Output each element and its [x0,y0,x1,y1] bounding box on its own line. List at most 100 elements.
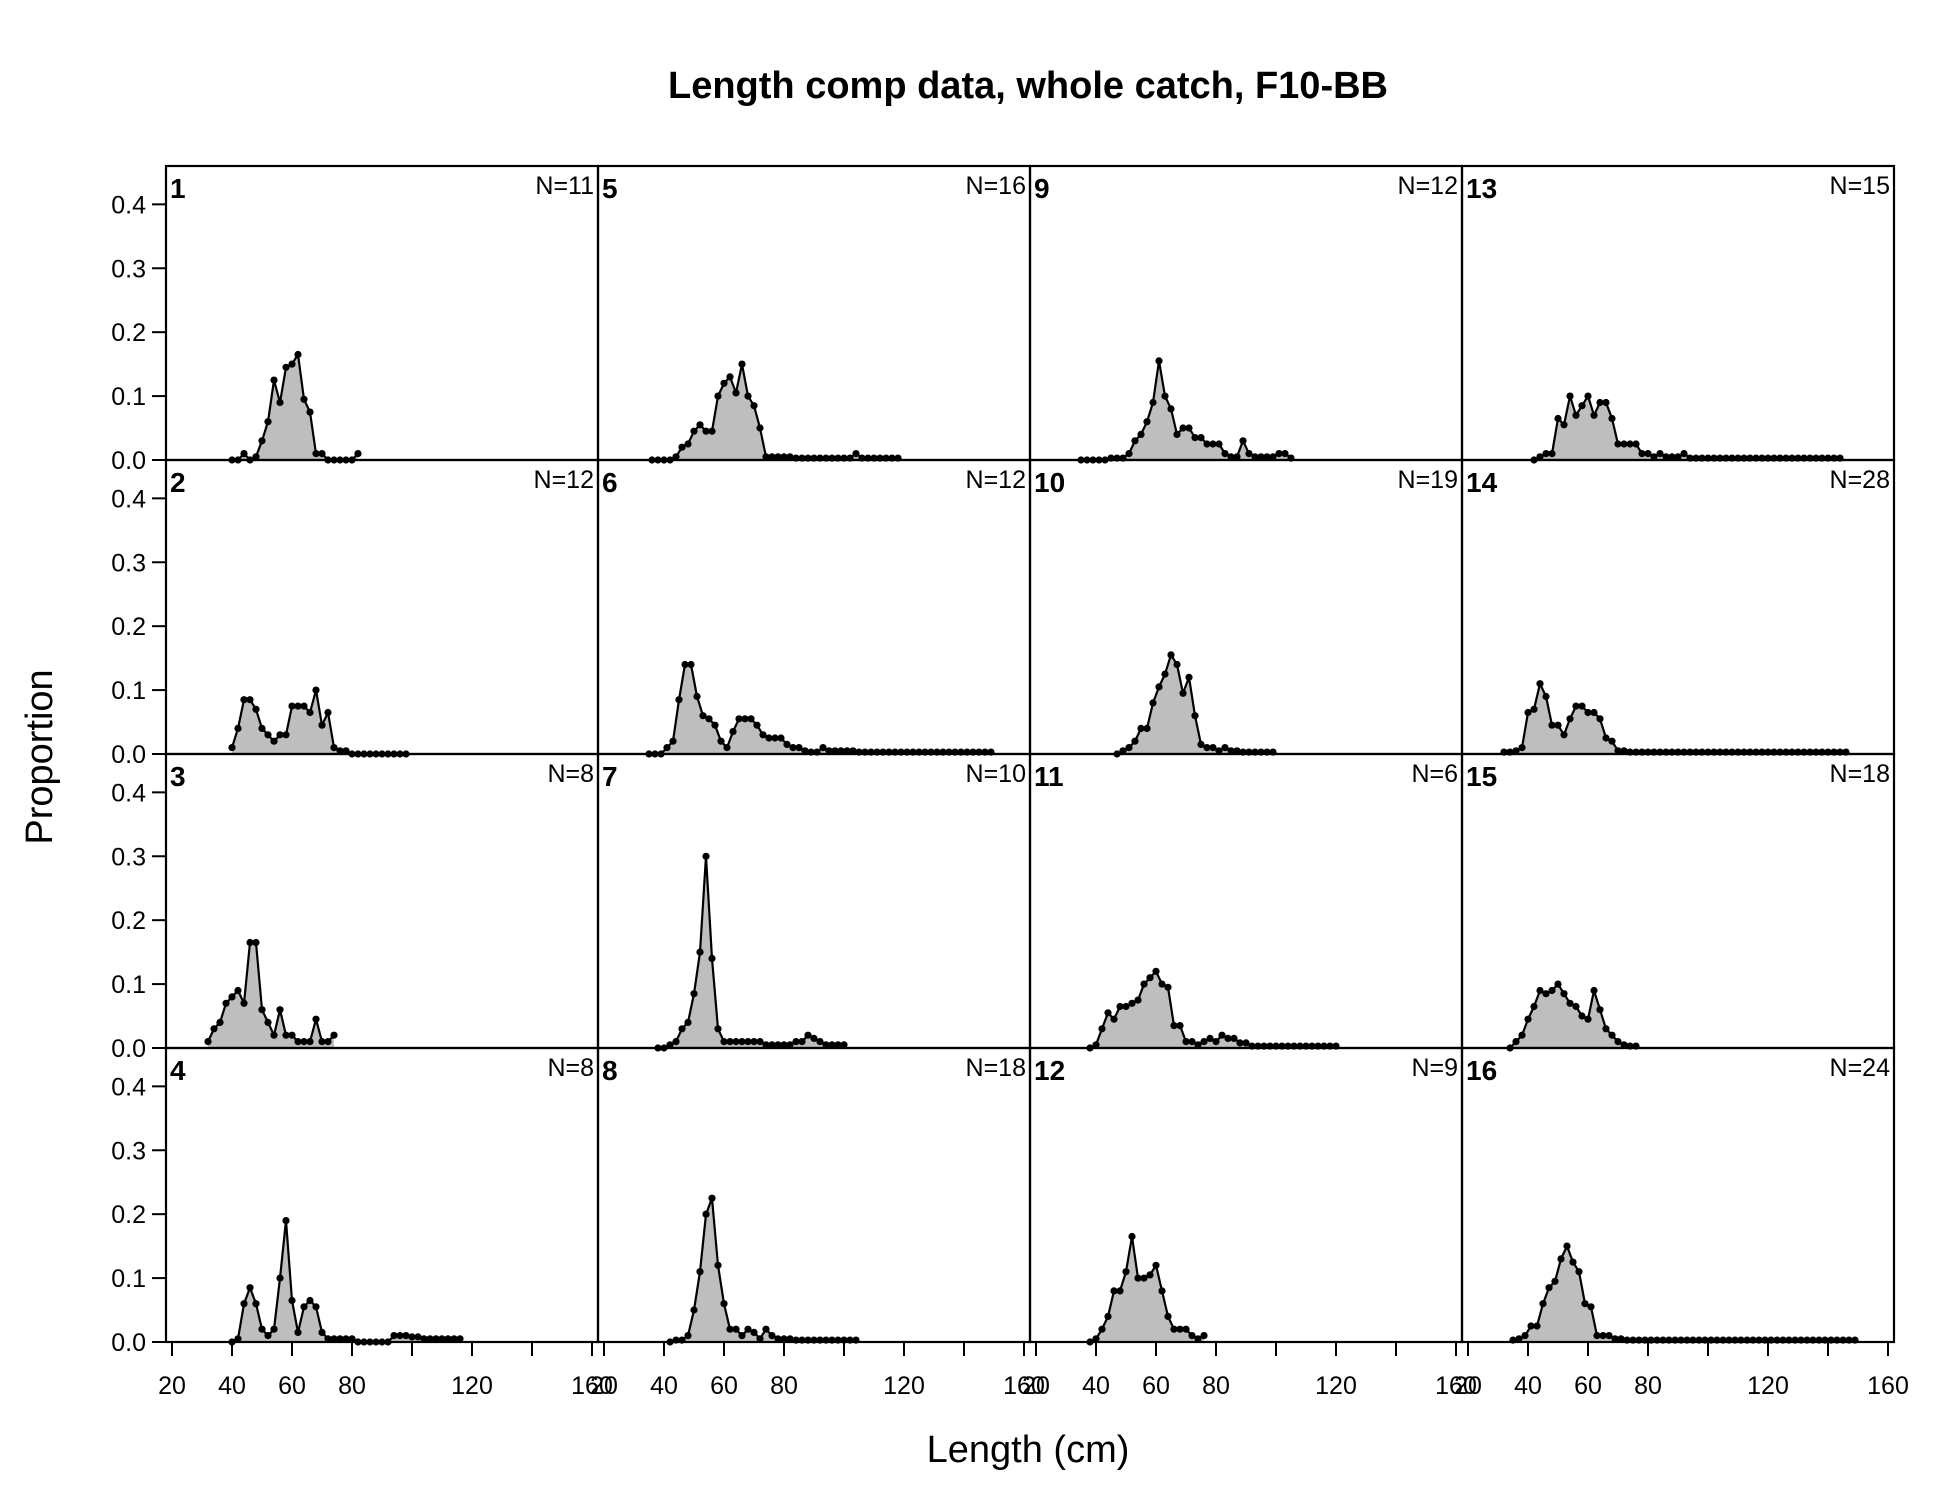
panel-7: 7 N=10 [596,752,1032,1052]
panel-8: 8 N=18 20 40 60 80 120 160 [590,1046,1045,1400]
x-tick-label: 120 [1747,1372,1789,1400]
data-point [1572,411,1580,419]
data-point [1233,747,1241,755]
x-tick-label: 60 [1142,1372,1170,1400]
data-point [300,395,308,403]
panel-8-label: 8 [602,1055,618,1086]
data-point [1587,1303,1595,1311]
data-point [699,712,707,720]
data-point [1227,747,1235,755]
data-point [1578,702,1586,710]
panel-16: 16 N=24 20 40 60 80 120 160 [1454,1046,1909,1400]
panel-9-label: 9 [1034,173,1050,204]
data-point [741,715,749,723]
data-point [1215,440,1223,448]
data-point [762,1325,770,1333]
panel-10-frame [1028,458,1464,756]
data-point [240,450,248,458]
panel-14: 14 N=28 [1460,458,1896,756]
data-point [1524,1015,1532,1023]
data-point [1140,1274,1148,1282]
data-point [252,1300,260,1308]
data-point [1521,1332,1529,1340]
data-point [1233,453,1241,461]
panel-5: 5 N=16 [596,164,1032,464]
data-point [1212,1038,1220,1046]
panel-11-area [1090,971,1336,1048]
data-point [1161,392,1169,400]
data-point [1602,1025,1610,1033]
y-tick-label: 0.2 [111,613,146,641]
data-point [1179,689,1187,697]
panel-1-n: N=11 [535,172,594,200]
x-tick-label: 20 [590,1372,618,1400]
data-point [714,1025,722,1033]
data-point [750,1038,758,1046]
data-point [1218,1031,1226,1039]
data-point [1161,670,1169,678]
x-tick-label: 60 [710,1372,738,1400]
y-tick-label: 0.0 [111,1035,146,1063]
data-point [438,1335,446,1343]
data-point [1596,398,1604,407]
panel-2-n: N=12 [534,466,594,494]
data-point [1632,440,1640,448]
data-point [819,744,827,752]
data-point [726,1325,734,1333]
data-point [258,1325,266,1333]
x-tick-label: 80 [338,1372,366,1400]
data-point [1590,708,1598,717]
x-tick-label: 80 [1202,1372,1230,1400]
data-point [246,938,254,947]
data-point [843,747,851,755]
data-point [765,734,773,742]
data-point [678,443,686,451]
data-point [234,1335,242,1343]
panel-11-label: 11 [1034,761,1064,792]
data-point [342,747,350,755]
data-point [717,737,725,745]
data-point [792,1038,800,1046]
data-point [1578,402,1586,410]
data-point [744,1038,752,1046]
data-point [1650,453,1658,461]
data-point [801,747,809,755]
data-point [1197,434,1205,442]
data-point [702,1210,710,1218]
data-point [1596,1006,1604,1014]
panel-6: 6 N=12 [596,458,1032,758]
data-point [774,1041,782,1049]
panel-4-area [232,1220,460,1342]
data-point [288,360,296,368]
y-tick-label: 0.1 [111,383,146,411]
data-point [420,1335,428,1343]
data-point [1617,1335,1625,1343]
data-point [1152,967,1160,975]
data-point [696,1268,704,1276]
data-point [1122,1002,1130,1011]
data-point [1215,747,1223,755]
data-point [1170,1022,1178,1030]
data-point [726,373,734,381]
x-tick-label: 40 [1514,1372,1542,1400]
data-point [1149,699,1157,707]
y-tick-label: 0.1 [111,677,146,705]
data-point [1614,440,1622,448]
data-point [1602,734,1610,742]
data-point [1572,1002,1580,1011]
data-point [1176,1325,1184,1333]
data-point [1560,421,1568,429]
x-tick-label: 160 [571,1372,613,1400]
data-point [1227,453,1235,461]
panel-13-frame [1460,164,1896,462]
panel-12-area [1090,1236,1204,1342]
y-tick-label: 0.0 [111,447,146,475]
data-point [1566,999,1574,1007]
data-point [324,1038,332,1046]
data-point [234,724,242,733]
data-point [1134,996,1142,1004]
panel-12-frame [1028,1046,1464,1344]
x-tick-label: 40 [1082,1372,1110,1400]
data-point [258,1006,266,1014]
data-point [816,1038,824,1046]
